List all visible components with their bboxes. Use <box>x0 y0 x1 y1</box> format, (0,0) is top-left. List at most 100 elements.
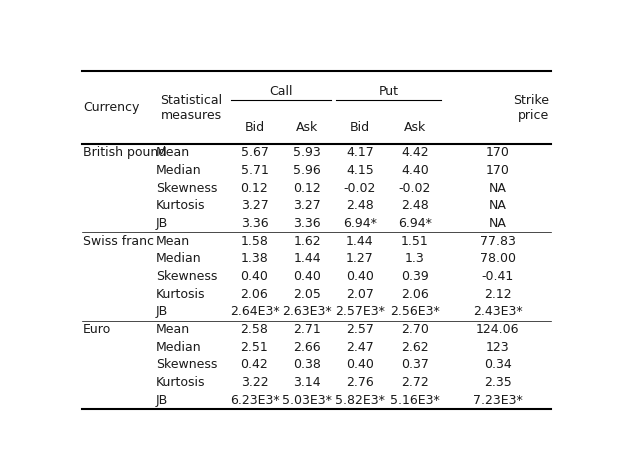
Text: Skewness: Skewness <box>156 182 217 194</box>
Text: British pound: British pound <box>83 146 166 159</box>
Text: 0.39: 0.39 <box>401 270 429 283</box>
Text: 2.76: 2.76 <box>346 376 374 389</box>
Text: 2.12: 2.12 <box>484 288 511 301</box>
Text: 4.42: 4.42 <box>401 146 429 159</box>
Text: NA: NA <box>489 199 507 212</box>
Text: 123: 123 <box>486 341 509 354</box>
Text: 2.70: 2.70 <box>401 323 429 336</box>
Text: Kurtosis: Kurtosis <box>156 199 205 212</box>
Text: 2.56E3*: 2.56E3* <box>390 305 440 319</box>
Text: 7.23E3*: 7.23E3* <box>473 394 522 407</box>
Text: Ask: Ask <box>404 121 426 134</box>
Text: 5.93: 5.93 <box>294 146 321 159</box>
Text: 3.14: 3.14 <box>294 376 321 389</box>
Text: 3.27: 3.27 <box>294 199 321 212</box>
Text: Median: Median <box>156 253 201 265</box>
Text: Median: Median <box>156 341 201 354</box>
Text: Skewness: Skewness <box>156 358 217 371</box>
Text: 0.12: 0.12 <box>294 182 321 194</box>
Text: 5.96: 5.96 <box>294 164 321 177</box>
Text: 2.51: 2.51 <box>240 341 268 354</box>
Text: 5.03E3*: 5.03E3* <box>282 394 332 407</box>
Text: Strike
price: Strike price <box>513 93 549 121</box>
Text: Mean: Mean <box>156 323 190 336</box>
Text: 1.44: 1.44 <box>294 253 321 265</box>
Text: 1.3: 1.3 <box>405 253 425 265</box>
Text: 1.44: 1.44 <box>346 235 374 248</box>
Text: 2.62: 2.62 <box>401 341 429 354</box>
Text: 2.57: 2.57 <box>346 323 374 336</box>
Text: 5.71: 5.71 <box>240 164 268 177</box>
Text: Call: Call <box>269 84 292 98</box>
Text: Mean: Mean <box>156 146 190 159</box>
Text: 4.40: 4.40 <box>401 164 429 177</box>
Text: Mean: Mean <box>156 235 190 248</box>
Text: 5.67: 5.67 <box>240 146 268 159</box>
Text: 6.94*: 6.94* <box>343 217 377 230</box>
Text: Euro: Euro <box>83 323 111 336</box>
Text: 2.05: 2.05 <box>293 288 321 301</box>
Text: 0.40: 0.40 <box>240 270 268 283</box>
Text: 1.38: 1.38 <box>240 253 268 265</box>
Text: 0.37: 0.37 <box>401 358 429 371</box>
Text: 2.35: 2.35 <box>484 376 512 389</box>
Text: 2.64E3*: 2.64E3* <box>230 305 279 319</box>
Text: Currency: Currency <box>83 101 140 114</box>
Text: 6.23E3*: 6.23E3* <box>230 394 279 407</box>
Text: 2.63E3*: 2.63E3* <box>282 305 332 319</box>
Text: 2.06: 2.06 <box>401 288 429 301</box>
Text: Kurtosis: Kurtosis <box>156 376 205 389</box>
Text: Median: Median <box>156 164 201 177</box>
Text: -0.02: -0.02 <box>399 182 431 194</box>
Text: 124.06: 124.06 <box>476 323 519 336</box>
Text: NA: NA <box>489 217 507 230</box>
Text: 5.16E3*: 5.16E3* <box>390 394 440 407</box>
Text: 1.51: 1.51 <box>401 235 429 248</box>
Text: 2.66: 2.66 <box>294 341 321 354</box>
Text: 1.62: 1.62 <box>294 235 321 248</box>
Text: 3.36: 3.36 <box>294 217 321 230</box>
Text: 2.58: 2.58 <box>240 323 268 336</box>
Text: 0.34: 0.34 <box>484 358 512 371</box>
Text: NA: NA <box>489 182 507 194</box>
Text: 2.48: 2.48 <box>346 199 374 212</box>
Text: 5.82E3*: 5.82E3* <box>335 394 385 407</box>
Text: 3.36: 3.36 <box>240 217 268 230</box>
Text: Swiss franc: Swiss franc <box>83 235 154 248</box>
Text: JB: JB <box>156 217 168 230</box>
Text: -0.02: -0.02 <box>344 182 376 194</box>
Text: Skewness: Skewness <box>156 270 217 283</box>
Text: 2.43E3*: 2.43E3* <box>473 305 522 319</box>
Text: 78.00: 78.00 <box>480 253 515 265</box>
Text: 0.42: 0.42 <box>240 358 268 371</box>
Text: 0.40: 0.40 <box>293 270 321 283</box>
Text: 4.17: 4.17 <box>346 146 374 159</box>
Text: Statistical
measures: Statistical measures <box>160 93 222 121</box>
Text: 170: 170 <box>486 146 509 159</box>
Text: 3.27: 3.27 <box>240 199 268 212</box>
Text: 2.48: 2.48 <box>401 199 429 212</box>
Text: 2.47: 2.47 <box>346 341 374 354</box>
Text: Ask: Ask <box>296 121 318 134</box>
Text: 1.27: 1.27 <box>346 253 374 265</box>
Text: 0.38: 0.38 <box>293 358 321 371</box>
Text: Kurtosis: Kurtosis <box>156 288 205 301</box>
Text: 4.15: 4.15 <box>346 164 374 177</box>
Text: 2.06: 2.06 <box>240 288 268 301</box>
Text: 2.72: 2.72 <box>401 376 429 389</box>
Text: 6.94*: 6.94* <box>398 217 432 230</box>
Text: 2.07: 2.07 <box>346 288 374 301</box>
Text: Put: Put <box>379 84 399 98</box>
Text: 2.57E3*: 2.57E3* <box>335 305 385 319</box>
Text: 3.22: 3.22 <box>240 376 268 389</box>
Text: Bid: Bid <box>244 121 265 134</box>
Text: 170: 170 <box>486 164 509 177</box>
Text: 0.12: 0.12 <box>240 182 268 194</box>
Text: 2.71: 2.71 <box>294 323 321 336</box>
Text: 1.58: 1.58 <box>240 235 268 248</box>
Text: 77.83: 77.83 <box>480 235 515 248</box>
Text: JB: JB <box>156 305 168 319</box>
Text: JB: JB <box>156 394 168 407</box>
Text: 0.40: 0.40 <box>346 270 374 283</box>
Text: Bid: Bid <box>350 121 370 134</box>
